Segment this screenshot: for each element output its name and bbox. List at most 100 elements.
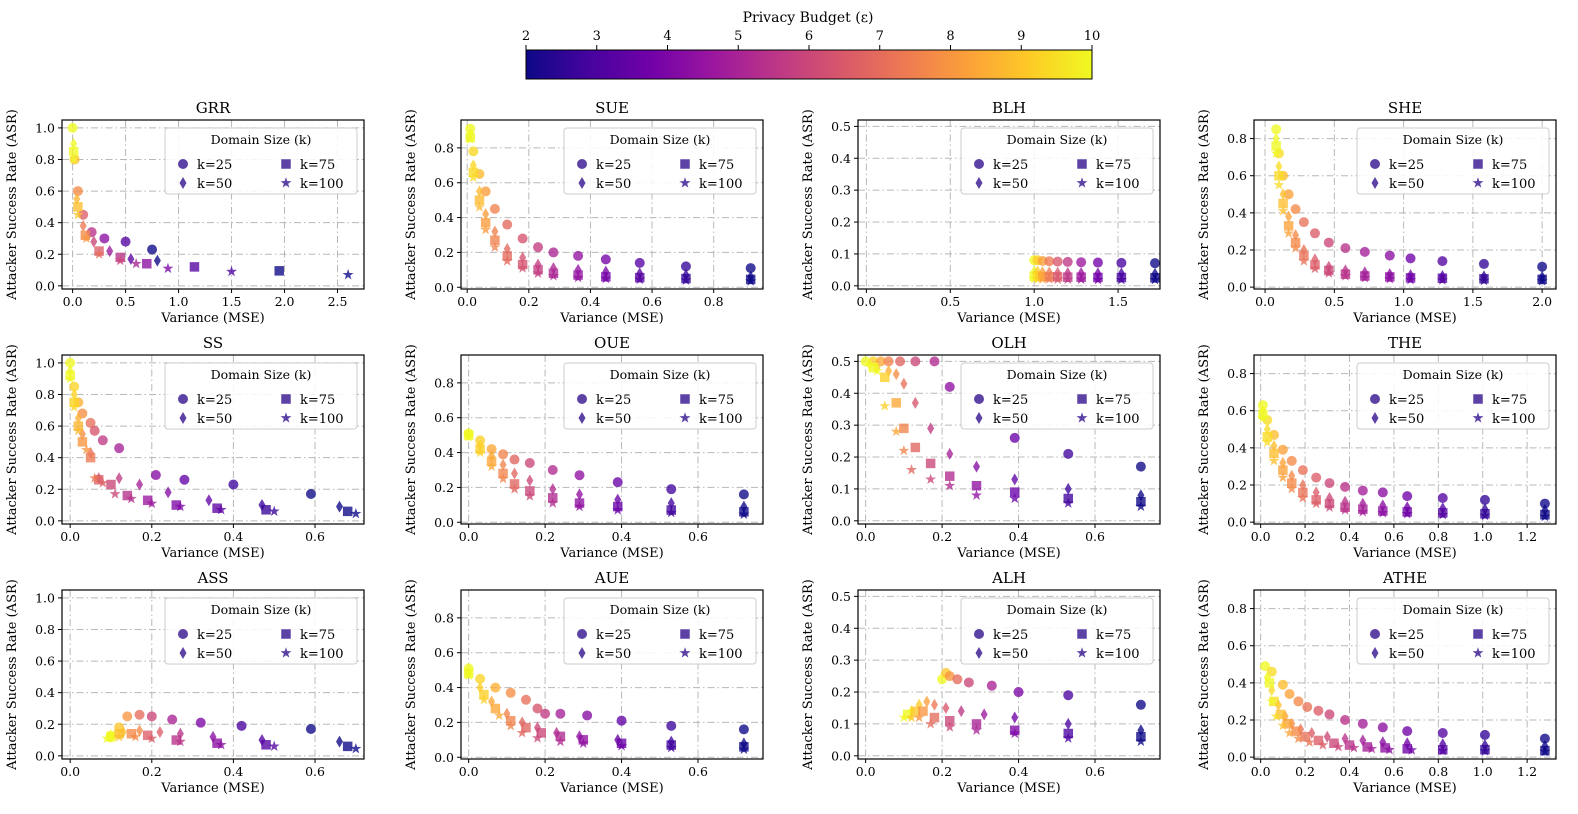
data-point-k100 [906, 464, 917, 475]
data-point-k25 [1062, 256, 1073, 267]
data-point-k100 [1366, 743, 1378, 754]
panel-title: OUE [594, 334, 630, 352]
data-point-k75 [971, 719, 982, 729]
y-tick-label: 0.4 [1227, 675, 1247, 690]
y-tick-label: 0.8 [35, 152, 55, 167]
x-tick-label: 1.5 [1463, 294, 1483, 309]
data-point-k100 [738, 508, 750, 520]
data-point-k100 [101, 732, 113, 744]
data-point-k100 [516, 727, 528, 738]
data-points [1270, 124, 1548, 286]
legend-marker-diamond [179, 647, 187, 659]
data-point-k25 [305, 488, 316, 499]
axes-frame [61, 119, 365, 290]
y-tick-label: 0.0 [434, 280, 454, 295]
legend-label: k=50 [1389, 647, 1424, 662]
data-point-k100 [1332, 741, 1344, 752]
data-point-k100 [971, 724, 982, 735]
y-tick-label: 0.2 [35, 717, 55, 732]
data-point-k100 [1479, 745, 1491, 756]
data-point-k100 [898, 444, 910, 456]
data-point-k50 [1275, 160, 1283, 173]
legend-label: k=50 [596, 647, 631, 662]
data-point-k25 [1009, 432, 1020, 443]
data-point-k25 [1271, 124, 1282, 135]
data-point-k25 [122, 711, 133, 722]
data-point-k25 [228, 479, 239, 490]
data-point-k100 [146, 497, 158, 509]
legend-marker-square [1473, 394, 1483, 404]
data-point-k100 [80, 232, 92, 244]
data-point-k75 [77, 437, 88, 447]
data-point-k50 [106, 245, 114, 258]
x-tick-label: 2.5 [328, 294, 348, 309]
colorbar-tick-label: 8 [946, 29, 954, 44]
legend-marker-star [280, 647, 292, 658]
data-point-k75 [944, 715, 955, 726]
x-tick-label: 0.0 [60, 529, 80, 544]
legend-marker-circle [178, 394, 188, 404]
data-point-k25 [952, 674, 963, 685]
data-point-k75 [1278, 465, 1288, 475]
y-tick-label: 0.4 [434, 445, 454, 460]
axes-frame [1253, 119, 1557, 290]
axes-frame [857, 589, 1161, 760]
y-tick-label: 0.0 [35, 513, 55, 528]
data-point-k100 [890, 425, 902, 437]
panel-title: ASS [196, 569, 228, 587]
legend-label: k=75 [699, 393, 734, 408]
colorbar-tick-label: 2 [522, 29, 530, 44]
data-point-k25 [910, 356, 921, 367]
y-tick-label: 0.4 [831, 386, 851, 401]
data-point-k50 [957, 705, 965, 718]
data-point-k50 [491, 225, 499, 238]
x-tick-label: 0.5 [940, 294, 960, 309]
legend-label: k=25 [197, 393, 232, 408]
data-point-k25 [524, 458, 535, 469]
x-tick-label: 1.2 [1517, 529, 1537, 544]
data-point-k100 [1277, 719, 1289, 731]
x-tick-label: 1.0 [1024, 294, 1044, 309]
x-tick-label: 0.0 [457, 294, 477, 309]
y-tick-label: 0.1 [831, 716, 851, 731]
data-point-k25 [1384, 250, 1395, 261]
legend-box [563, 362, 757, 430]
data-point-k75 [490, 235, 500, 245]
data-point-k25 [875, 356, 886, 367]
y-tick-label: 0.4 [831, 621, 851, 636]
panel-grr: 0.0 0.5 1.0 1.5 2.0 2.5 0.0 0.2 0.4 0.6 0.8 1.0 GRR V… [5, 99, 365, 326]
data-point-k100 [113, 731, 125, 742]
x-axis-label: Variance (MSE) [1352, 311, 1456, 326]
x-axis-label: Variance (MSE) [160, 781, 264, 796]
data-point-k25 [1437, 728, 1448, 738]
legend-box [960, 362, 1154, 430]
data-point-k100 [350, 742, 362, 754]
data-point-k100 [665, 741, 677, 753]
legend-marker-circle [974, 629, 984, 639]
legend-marker-square [1077, 629, 1087, 639]
legend-label: k=100 [1492, 412, 1536, 427]
data-point-k25 [475, 673, 486, 684]
legend: Domain Size (k) k=25 k=75 k=50 k=100 [563, 362, 757, 430]
data-point-k100 [1135, 500, 1147, 512]
data-point-k25 [1324, 709, 1335, 720]
x-tick-label: 0.2 [535, 764, 555, 779]
legend-label: k=75 [1096, 158, 1131, 173]
axes-frame [857, 119, 1161, 290]
data-point-k100 [109, 488, 121, 499]
data-point-k100 [1270, 147, 1282, 159]
data-point-k25 [616, 715, 627, 726]
colorbar-tick-label: 4 [663, 29, 671, 44]
x-tick-label: 0.4 [612, 764, 632, 779]
legend-title: Domain Size (k) [610, 602, 711, 617]
data-point-k50 [1285, 210, 1293, 223]
data-point-k100 [505, 720, 517, 731]
data-point-k25 [680, 261, 691, 272]
data-point-k100 [906, 711, 917, 723]
data-point-k50 [205, 494, 213, 507]
legend-marker-diamond [1371, 647, 1379, 659]
data-point-k25 [738, 724, 749, 735]
data-point-k25 [574, 470, 585, 481]
data-point-k75 [1283, 221, 1294, 231]
data-point-k100 [1062, 273, 1074, 285]
